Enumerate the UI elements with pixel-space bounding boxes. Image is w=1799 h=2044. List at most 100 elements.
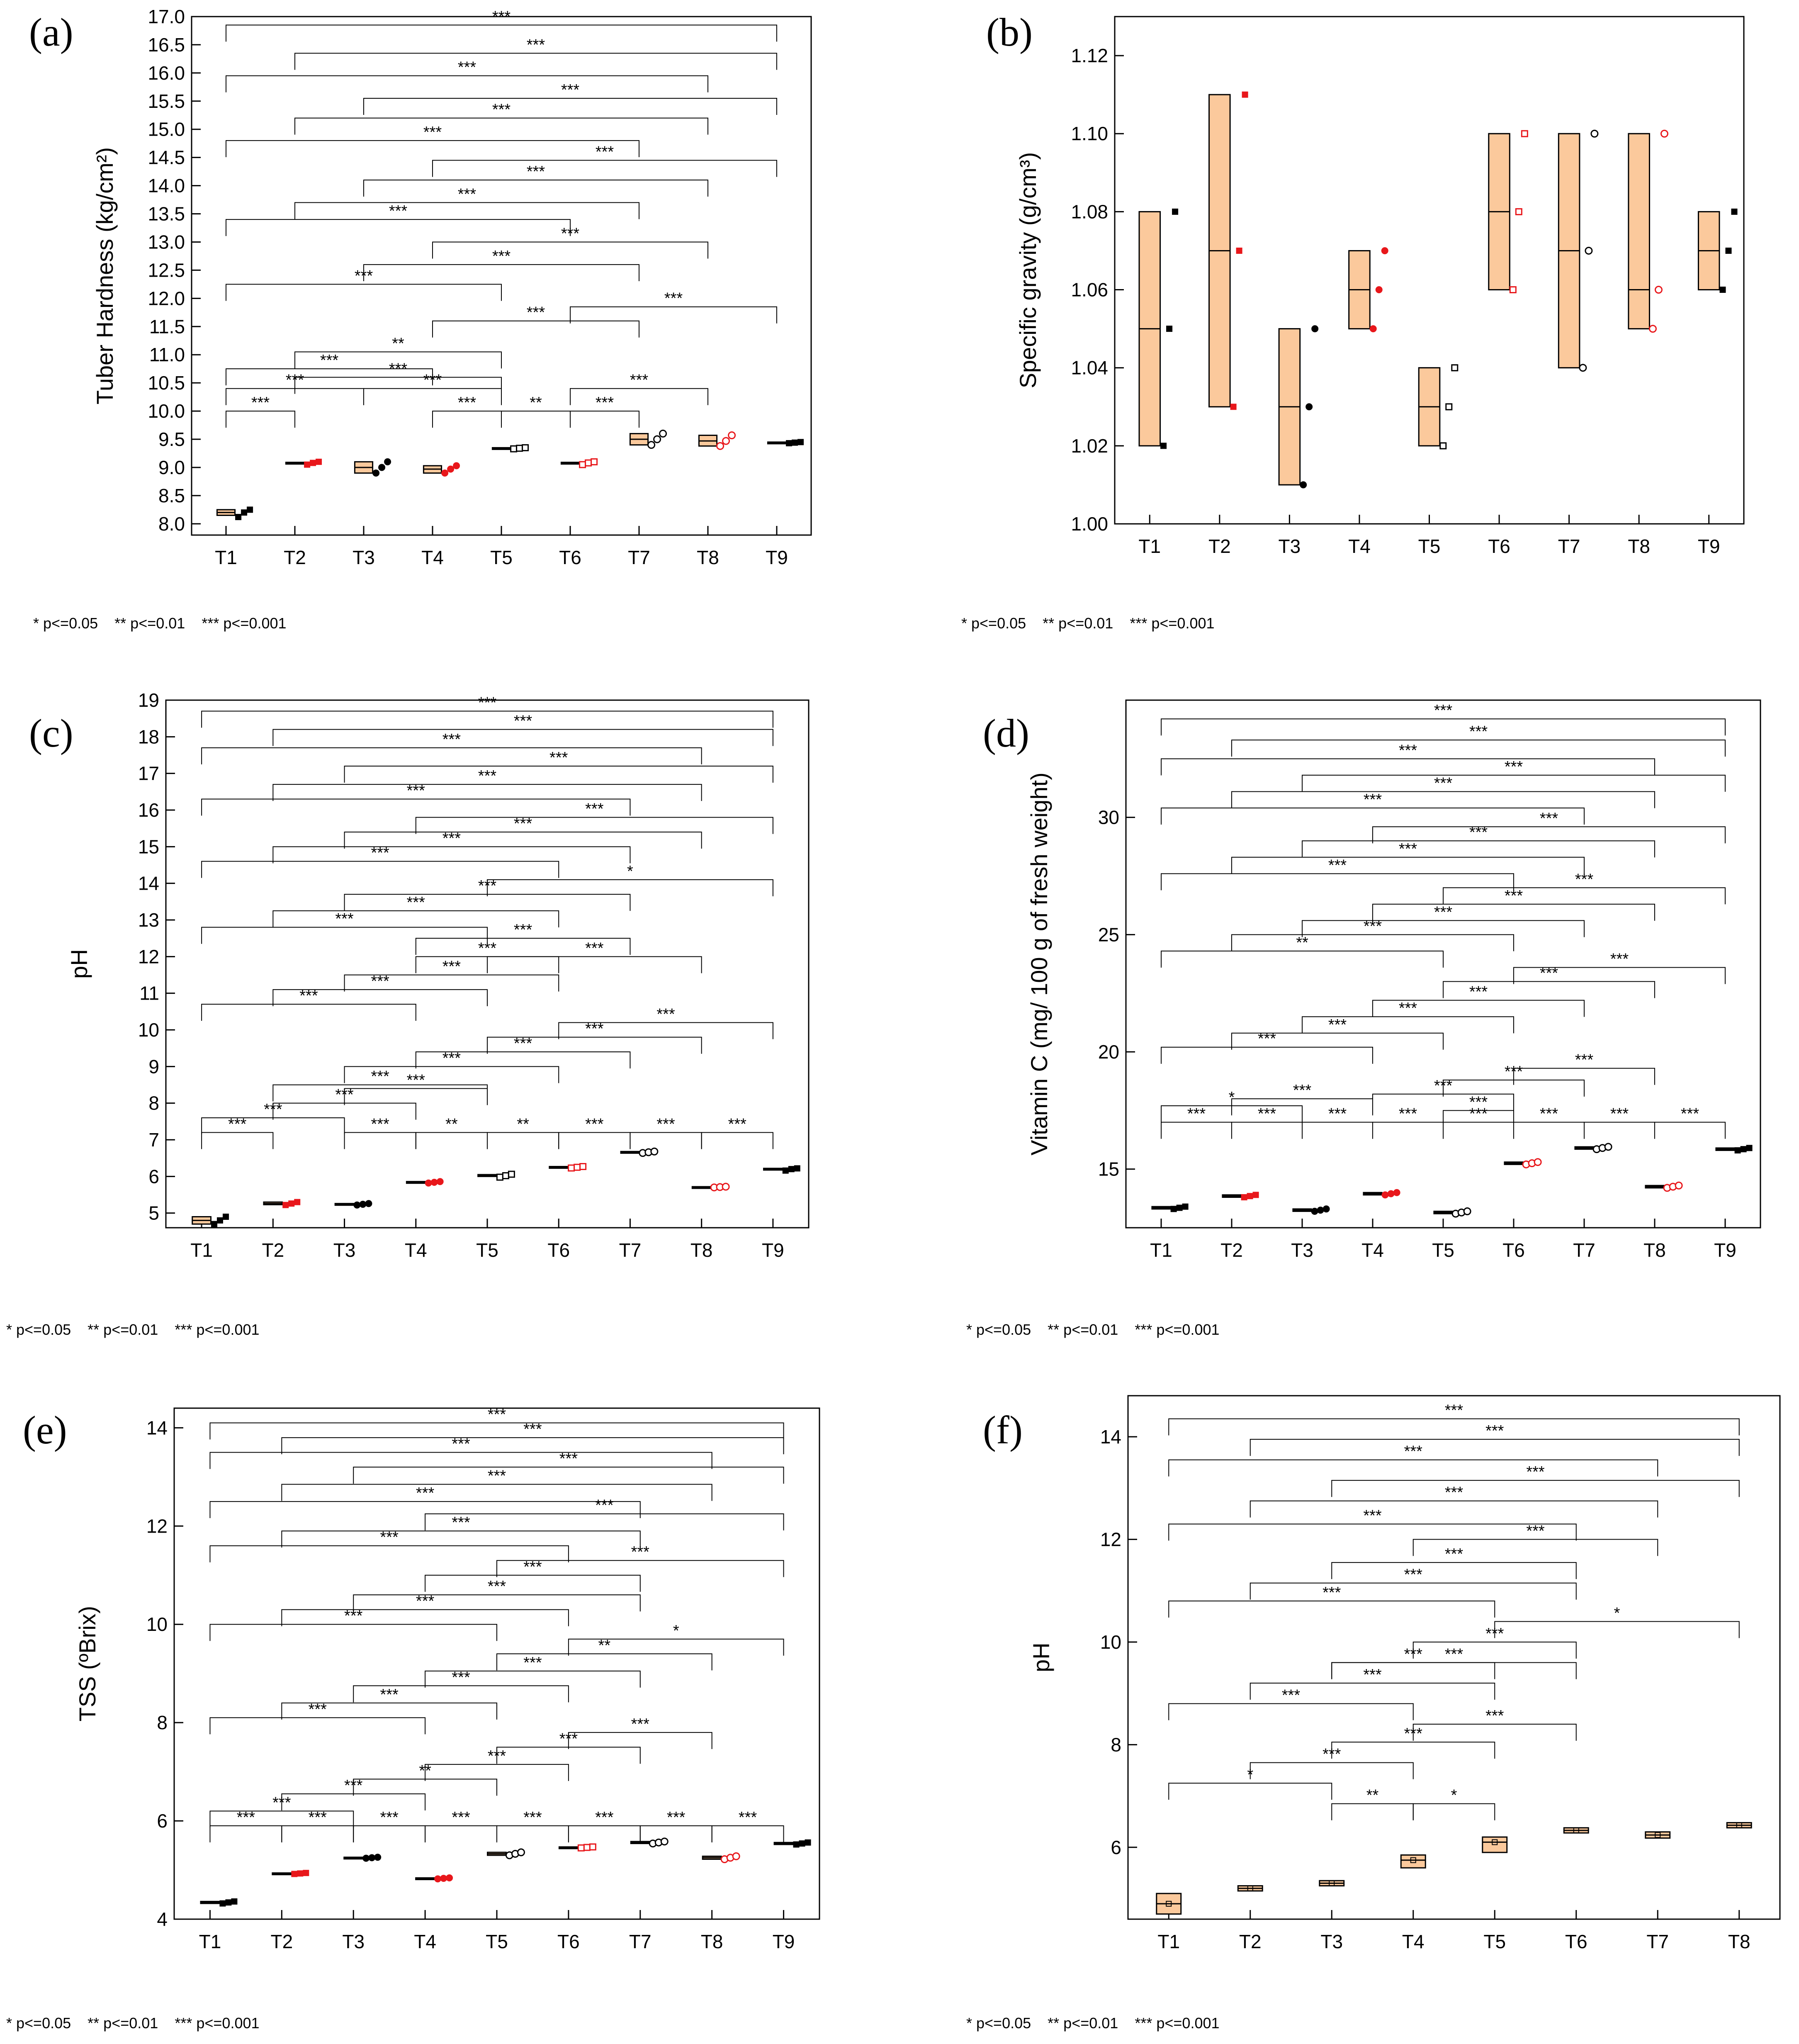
- data-point: [585, 459, 592, 467]
- significance-bracket: [432, 160, 777, 177]
- x-tick-label: T1: [1157, 1931, 1180, 1952]
- significance-label: ***: [1526, 1463, 1545, 1481]
- x-tick-label: T6: [547, 1239, 570, 1261]
- x-tick-label: T4: [421, 547, 444, 568]
- data-point: [359, 1200, 367, 1208]
- significance-label: ***: [1404, 1725, 1423, 1742]
- significance-label: ***: [1445, 1402, 1464, 1419]
- significance-label: ***: [1363, 1666, 1382, 1684]
- mean-marker: [1410, 1857, 1416, 1863]
- significance-label: ***: [1505, 887, 1523, 905]
- x-tick-label: T5: [490, 547, 513, 568]
- data-point: [353, 1201, 361, 1209]
- data-point: [425, 1179, 432, 1187]
- significance-bracket: [344, 894, 631, 911]
- data-point: [579, 1163, 587, 1170]
- significance-label: ***: [1469, 723, 1488, 740]
- data-point: [1317, 1207, 1324, 1214]
- significance-label: ***: [1328, 1105, 1347, 1123]
- significance-bracket: [1231, 857, 1585, 874]
- y-tick-label: 8.0: [158, 513, 185, 535]
- significance-label: ***: [585, 801, 604, 818]
- mean-marker: [1573, 1827, 1579, 1833]
- significance-label: ***: [1485, 1422, 1504, 1440]
- x-tick-label: T4: [1361, 1239, 1384, 1261]
- panel-label: (d): [983, 711, 1029, 755]
- x-tick-label: T4: [1402, 1931, 1425, 1952]
- x-tick-label: T4: [414, 1931, 436, 1952]
- significance-bracket: [570, 411, 639, 428]
- significance-bracket: [1161, 1122, 1232, 1139]
- data-point: [1590, 129, 1599, 138]
- y-tick-label: 9.5: [158, 428, 185, 450]
- significance-label: ***: [335, 1086, 354, 1104]
- significance-label: ***: [1323, 1746, 1341, 1763]
- significance-bracket: [363, 98, 777, 115]
- chart-panel-a: (a) 8.0 8.5 9.0 9.5 10.0 10.5 11.0 11.5 12.0 12.5 1…: [29, 6, 812, 632]
- significance-bracket: [281, 1702, 497, 1720]
- significance-bracket: [344, 1132, 416, 1149]
- x-tick-label: T9: [766, 547, 788, 568]
- significance-bracket: [209, 1452, 712, 1469]
- significance-bracket: [1250, 1500, 1658, 1518]
- data-point: [496, 1173, 503, 1181]
- data-point: [1585, 246, 1593, 255]
- significance-bracket: [487, 1037, 702, 1054]
- significance-bracket: [1231, 1098, 1373, 1116]
- significance-bracket: [1161, 718, 1726, 736]
- data-point: [1719, 287, 1726, 293]
- significance-bracket: [201, 747, 702, 764]
- data-point: [797, 439, 804, 445]
- data-point: [1311, 1207, 1318, 1215]
- significance-bracket: [1443, 1122, 1514, 1139]
- x-tick-label: T8: [697, 547, 719, 568]
- data-point: [1305, 403, 1313, 411]
- significance-label: ***: [458, 59, 476, 76]
- significance-bracket: [415, 956, 559, 973]
- y-tick-label: 12.5: [148, 259, 185, 281]
- y-tick-label: 1.04: [1071, 357, 1108, 379]
- significance-bracket: [487, 1132, 559, 1149]
- y-tick-label: 10.5: [148, 372, 185, 394]
- significance-bracket: [1513, 967, 1726, 984]
- significance-label: ***: [407, 894, 425, 911]
- data-point: [799, 1840, 805, 1847]
- significance-label: ***: [585, 939, 604, 957]
- y-tick-label: 14.5: [148, 147, 185, 168]
- significance-bracket: [281, 1484, 712, 1501]
- x-tick-label: T3: [353, 547, 375, 568]
- significance-bracket: [272, 989, 488, 1006]
- significance-bracket: [501, 411, 571, 428]
- significance-bracket: [568, 1825, 641, 1842]
- significance-bracket: [1231, 934, 1514, 951]
- y-tick-label: 19: [138, 689, 159, 711]
- significance-bracket: [425, 1825, 497, 1842]
- significance-bracket: [1231, 1032, 1444, 1050]
- data-point: [430, 1178, 438, 1186]
- significance-bracket: [1302, 1016, 1514, 1034]
- significance-bracket: [1412, 1539, 1658, 1556]
- significance-note: * p<=0.05 ** p<=0.01 *** p<=0.001: [966, 1321, 1220, 1338]
- data-point: [304, 461, 311, 468]
- significance-label: *: [1247, 1766, 1253, 1784]
- y-tick-label: 14.0: [148, 175, 185, 197]
- significance-bracket: [1168, 1418, 1740, 1436]
- x-tick-label: T2: [1208, 535, 1231, 557]
- significance-label: ***: [559, 1450, 578, 1467]
- significance-label: ***: [523, 1809, 542, 1826]
- data-point: [568, 1164, 575, 1172]
- y-tick-label: 9: [148, 1056, 159, 1077]
- data-point: [1172, 208, 1179, 215]
- significance-label: ***: [1364, 791, 1382, 808]
- data-point: [297, 1870, 304, 1877]
- significance-label: ***: [1485, 1707, 1504, 1725]
- y-tick-label: 15: [1098, 1158, 1119, 1180]
- data-point: [294, 1199, 301, 1205]
- significance-label: ***: [1505, 758, 1523, 776]
- y-tick-label: 10: [1100, 1631, 1121, 1653]
- y-tick-label: 6: [157, 1810, 168, 1832]
- significance-bracket: [639, 1825, 712, 1842]
- data-point: [310, 460, 316, 466]
- data-point: [591, 458, 598, 465]
- significance-label: ***: [596, 143, 614, 161]
